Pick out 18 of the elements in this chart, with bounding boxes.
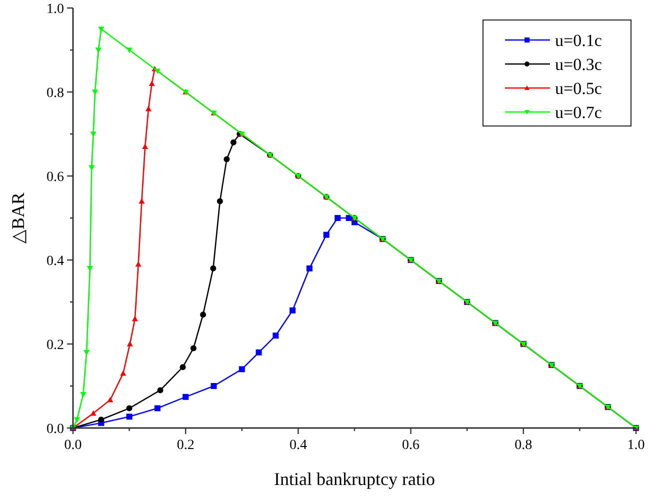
x-tick-label: 0.0 (64, 438, 82, 453)
y-tick-label: 0.6 (46, 170, 64, 185)
x-tick-label: 0.2 (176, 438, 194, 453)
y-axis-title: △BAR (8, 192, 28, 244)
legend-label: u=0.1c (555, 31, 602, 50)
x-tick-label: 0.8 (514, 438, 532, 453)
y-tick-label: 0.2 (46, 338, 64, 353)
x-tick-label: 1.0 (627, 438, 645, 453)
y-tick-label: 0.8 (46, 86, 64, 101)
legend-label: u=0.7c (555, 103, 602, 122)
legend-label: u=0.5c (555, 79, 602, 98)
x-axis-title: Intial bankruptcy ratio (274, 469, 435, 489)
legend-label: u=0.3c (555, 55, 602, 74)
x-tick-label: 0.4 (289, 438, 307, 453)
y-tick-label: 0.4 (46, 254, 64, 269)
x-tick-label: 0.6 (402, 438, 420, 453)
y-tick-label: 1.0 (46, 2, 64, 17)
y-tick-label: 0.0 (46, 422, 64, 437)
